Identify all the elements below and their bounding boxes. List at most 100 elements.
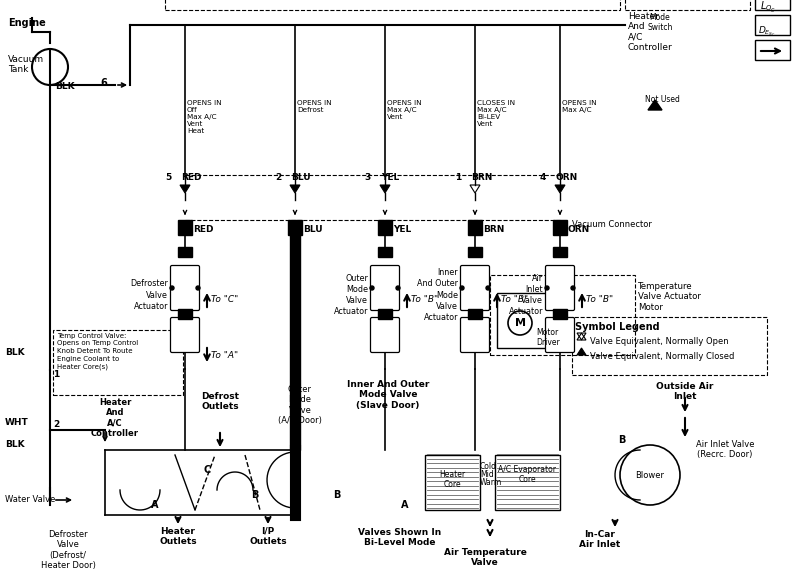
FancyBboxPatch shape xyxy=(461,317,490,353)
Text: To "B": To "B" xyxy=(501,295,528,305)
Text: 1: 1 xyxy=(53,370,59,379)
Text: Heater
And
A/C
Controller: Heater And A/C Controller xyxy=(91,398,139,438)
Text: Air
Inlet
Valve
Actuator: Air Inlet Valve Actuator xyxy=(509,274,543,316)
Polygon shape xyxy=(180,185,190,193)
Bar xyxy=(290,235,300,450)
FancyBboxPatch shape xyxy=(546,265,574,310)
FancyBboxPatch shape xyxy=(546,317,574,353)
Text: Outer
Mode
Valve
Actuator: Outer Mode Valve Actuator xyxy=(334,274,368,316)
Text: M: M xyxy=(514,318,526,328)
Polygon shape xyxy=(648,100,662,110)
Bar xyxy=(553,309,567,319)
Text: Mid: Mid xyxy=(480,470,494,479)
Text: C: C xyxy=(203,465,210,475)
Polygon shape xyxy=(380,185,390,193)
Text: Vacuum
Tank: Vacuum Tank xyxy=(8,55,44,75)
Bar xyxy=(755,15,790,35)
Text: I/P
Outlets: I/P Outlets xyxy=(249,527,287,546)
Text: OPENS IN
Max A/C: OPENS IN Max A/C xyxy=(562,100,597,113)
Text: BLK: BLK xyxy=(5,348,25,357)
Bar xyxy=(625,0,750,10)
Text: B: B xyxy=(251,490,258,500)
Circle shape xyxy=(370,286,374,290)
Text: ORN: ORN xyxy=(568,225,590,234)
Text: A: A xyxy=(151,500,158,510)
Text: OPENS IN
Off
Max A/C
Vent
Heat: OPENS IN Off Max A/C Vent Heat xyxy=(187,100,222,134)
Bar xyxy=(468,247,482,257)
Text: B: B xyxy=(618,435,626,445)
Text: 2: 2 xyxy=(274,173,281,182)
Text: In-Car
Air Inlet: In-Car Air Inlet xyxy=(579,530,621,550)
Text: WHT: WHT xyxy=(5,418,29,427)
Text: Air Temperature
Valve: Air Temperature Valve xyxy=(443,548,526,568)
Text: $\mathit{D}_{E_{S_C}}$: $\mathit{D}_{E_{S_C}}$ xyxy=(758,25,776,39)
Bar xyxy=(178,220,192,235)
Text: B: B xyxy=(334,490,341,500)
Bar xyxy=(497,293,559,348)
Text: OPENS IN
Defrost: OPENS IN Defrost xyxy=(297,100,332,113)
Text: To "C": To "C" xyxy=(211,295,238,305)
Bar xyxy=(378,309,392,319)
Text: BLU: BLU xyxy=(303,225,322,234)
Text: Valve Equivalent, Normally Closed: Valve Equivalent, Normally Closed xyxy=(590,352,734,361)
Bar xyxy=(178,309,192,319)
Text: $\mathit{L}_{O_C}$: $\mathit{L}_{O_C}$ xyxy=(760,0,776,15)
Text: Air Inlet Valve
(Recrc. Door): Air Inlet Valve (Recrc. Door) xyxy=(696,440,754,460)
Text: 6: 6 xyxy=(100,78,106,88)
Bar xyxy=(490,275,635,355)
Bar xyxy=(288,220,302,235)
Text: Valve Equivalent, Normally Open: Valve Equivalent, Normally Open xyxy=(590,337,729,346)
Text: BRN: BRN xyxy=(483,225,504,234)
Text: Motor
Driver: Motor Driver xyxy=(536,328,560,347)
Text: YEL: YEL xyxy=(393,225,411,234)
Text: To "B": To "B" xyxy=(411,295,438,305)
Circle shape xyxy=(396,286,400,290)
FancyBboxPatch shape xyxy=(461,265,490,310)
Text: Not Used: Not Used xyxy=(645,95,680,104)
Circle shape xyxy=(196,286,200,290)
Circle shape xyxy=(170,286,174,290)
Bar xyxy=(53,330,183,395)
Text: Heater
Core: Heater Core xyxy=(439,470,465,490)
Bar xyxy=(468,309,482,319)
Polygon shape xyxy=(290,185,300,193)
Text: To "A": To "A" xyxy=(211,350,238,360)
Text: BRN: BRN xyxy=(471,173,492,182)
Text: Blower: Blower xyxy=(635,470,665,480)
Bar xyxy=(572,317,767,375)
Text: OPENS IN
Max A/C
Vent: OPENS IN Max A/C Vent xyxy=(387,100,422,120)
Bar xyxy=(495,455,560,510)
Bar xyxy=(378,247,392,257)
Text: 1: 1 xyxy=(454,173,461,182)
Text: 3: 3 xyxy=(365,173,371,182)
Text: Outer
Mode
Valve
(A/C Door): Outer Mode Valve (A/C Door) xyxy=(278,385,322,425)
Text: A: A xyxy=(402,500,409,510)
Text: Defroster
Valve
(Defrost/
Heater Door): Defroster Valve (Defrost/ Heater Door) xyxy=(41,530,95,570)
Text: Inner And Outer
Mode Valve
(Slave Door): Inner And Outer Mode Valve (Slave Door) xyxy=(347,380,429,410)
Bar xyxy=(755,40,790,60)
Text: Heater
And
A/C
Controller: Heater And A/C Controller xyxy=(628,12,673,52)
Circle shape xyxy=(571,286,575,290)
Bar xyxy=(425,455,480,510)
Text: Defrost
Outlets: Defrost Outlets xyxy=(201,392,239,412)
Text: Cold: Cold xyxy=(480,462,497,471)
Text: BLK: BLK xyxy=(55,82,74,91)
FancyBboxPatch shape xyxy=(370,317,399,353)
Bar xyxy=(755,0,790,10)
Text: Temp Control Valve:
Opens on Temp Control
Knob Detent To Route
Engine Coolant to: Temp Control Valve: Opens on Temp Contro… xyxy=(57,333,138,369)
Circle shape xyxy=(486,286,490,290)
Circle shape xyxy=(545,286,549,290)
Text: 5: 5 xyxy=(165,173,171,182)
Bar xyxy=(468,220,482,235)
Text: Water Valve: Water Valve xyxy=(5,495,55,504)
FancyBboxPatch shape xyxy=(170,317,199,353)
Text: Mode
Switch: Mode Switch xyxy=(647,13,673,32)
Text: ORN: ORN xyxy=(556,173,578,182)
Text: A/C Evaporator
Core: A/C Evaporator Core xyxy=(498,465,556,484)
Bar xyxy=(178,247,192,257)
Text: Vacuum Connector: Vacuum Connector xyxy=(572,220,652,229)
Text: To "B": To "B" xyxy=(586,295,613,305)
Polygon shape xyxy=(555,185,565,193)
Bar xyxy=(553,220,567,235)
Polygon shape xyxy=(577,348,586,355)
